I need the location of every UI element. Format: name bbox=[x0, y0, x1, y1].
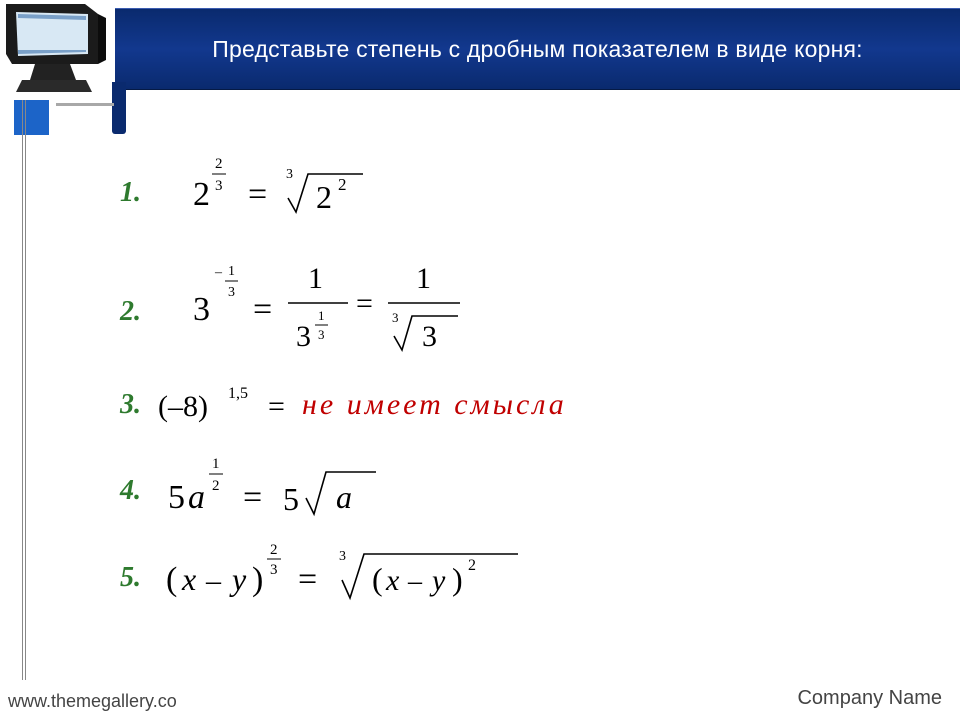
item-number-4: 4. bbox=[120, 475, 158, 507]
item-number-3: 3. bbox=[120, 389, 158, 421]
formula-3: (–8) 1,5 = bbox=[158, 382, 318, 428]
svg-text:=: = bbox=[253, 291, 272, 328]
item-5: 5. ( x – y ) 2 3 = 3 ( x bbox=[120, 536, 578, 620]
f1-root-index: 3 bbox=[286, 167, 293, 182]
f1-base: 2 bbox=[193, 176, 210, 213]
slide-title: Представьте степень с дробным показателе… bbox=[212, 35, 862, 64]
left-rail bbox=[22, 100, 28, 680]
header-tab-decor bbox=[112, 82, 126, 134]
f2-root-index: 3 bbox=[392, 310, 399, 325]
f4-rhs-coef: 5 bbox=[283, 481, 299, 517]
footer-left: www.themegallery.co bbox=[8, 691, 177, 712]
svg-text:=: = bbox=[248, 176, 267, 213]
monitor-icon bbox=[0, 0, 115, 100]
title-bar: Представьте степень с дробным показателе… bbox=[115, 8, 960, 90]
formula-2: 3 – 1 3 = 1 3 1 3 = 1 3 bbox=[158, 248, 518, 376]
f1-radicand-exp: 2 bbox=[338, 175, 347, 194]
item-3-annotation: не имеет смысла bbox=[302, 388, 567, 422]
accent-square bbox=[14, 100, 49, 135]
f4-coef: 5 bbox=[168, 479, 185, 516]
f5-radicand-exp: 2 bbox=[468, 557, 476, 574]
item-4: 4. 5 a 1 2 = 5 a bbox=[120, 450, 458, 532]
svg-text:y: y bbox=[229, 561, 247, 597]
f5-exp-den: 3 bbox=[270, 562, 278, 578]
item-number-1: 1. bbox=[120, 177, 158, 209]
svg-text:1: 1 bbox=[416, 262, 431, 295]
footer-right: Company Name bbox=[797, 687, 942, 710]
f4-exp-den: 2 bbox=[212, 478, 220, 494]
f4-var: a bbox=[188, 479, 205, 516]
f4-radicand: a bbox=[336, 479, 352, 515]
f2-exp-num: 1 bbox=[228, 264, 235, 279]
svg-text:–: – bbox=[205, 564, 222, 597]
f1-radicand-base: 2 bbox=[316, 179, 332, 215]
svg-text:–: – bbox=[407, 566, 423, 597]
item-number-5: 5. bbox=[120, 562, 158, 594]
f2-mid-exp-den: 3 bbox=[318, 327, 325, 342]
f2-radicand: 3 bbox=[422, 320, 437, 353]
svg-text:(: ( bbox=[166, 561, 177, 598]
item-number-2: 2. bbox=[120, 296, 158, 328]
svg-text:x: x bbox=[181, 561, 196, 597]
item-3: 3. (–8) 1,5 = не имеет смысла bbox=[120, 382, 567, 428]
f2-exp-den: 3 bbox=[228, 285, 235, 300]
svg-text:x: x bbox=[385, 564, 400, 597]
formula-1: 2 2 3 = 3 2 2 bbox=[158, 150, 458, 236]
slide: Представьте степень с дробным показателе… bbox=[0, 0, 960, 720]
f5-root-index: 3 bbox=[339, 549, 346, 564]
svg-text:=: = bbox=[298, 561, 317, 598]
thin-bar-decor bbox=[56, 103, 114, 106]
formula-4: 5 a 1 2 = 5 a bbox=[158, 450, 458, 532]
svg-text:=: = bbox=[268, 390, 285, 423]
f2-mid-exp-num: 1 bbox=[318, 308, 325, 323]
f1-exp-den: 3 bbox=[215, 178, 223, 194]
svg-text:(: ( bbox=[372, 561, 383, 597]
f5-exp-num: 2 bbox=[270, 542, 278, 558]
item-2: 2. 3 – 1 3 = 1 3 1 3 = bbox=[120, 248, 518, 376]
f3-expr: (–8) bbox=[158, 390, 208, 423]
svg-text:=: = bbox=[243, 479, 262, 516]
svg-text:–: – bbox=[214, 265, 223, 280]
f3-exp: 1,5 bbox=[228, 385, 248, 402]
svg-text:1: 1 bbox=[308, 262, 323, 295]
f4-exp-num: 1 bbox=[212, 456, 220, 472]
svg-text:): ) bbox=[452, 561, 463, 597]
item-1: 1. 2 2 3 = 3 2 2 bbox=[120, 150, 458, 236]
svg-text:): ) bbox=[252, 561, 263, 598]
f1-exp-num: 2 bbox=[215, 156, 223, 172]
f2-base: 3 bbox=[193, 291, 210, 328]
svg-text:=: = bbox=[356, 287, 373, 320]
svg-text:y: y bbox=[429, 564, 446, 597]
f2-mid-base: 3 bbox=[296, 320, 311, 353]
formula-5: ( x – y ) 2 3 = 3 ( x – y ) bbox=[158, 536, 578, 620]
content-area: 1. 2 2 3 = 3 2 2 2. bbox=[120, 150, 940, 660]
